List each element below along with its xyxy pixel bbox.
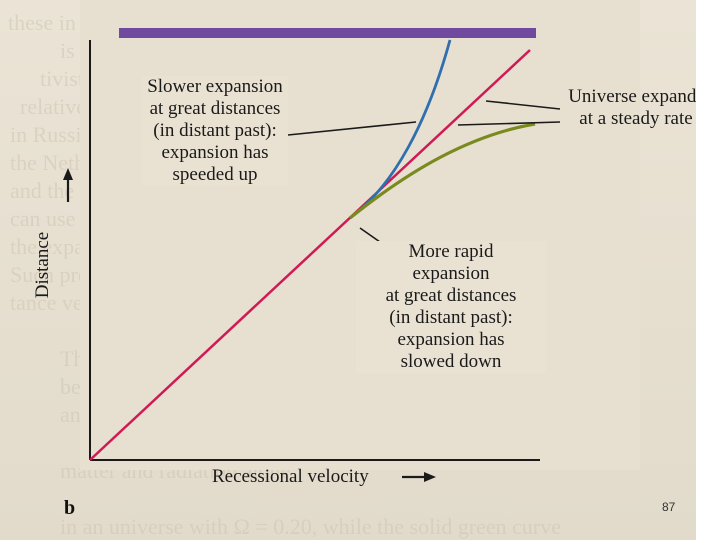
hubble-diagram — [63, 0, 640, 482]
svg-text:in an universe with Ω = 0.20,: in an universe with Ω = 0.20, while the … — [60, 514, 561, 539]
textbook-photo: these in Figure 28-18 on the next is to … — [0, 0, 696, 540]
leader-steady — [485, 100, 561, 110]
panel-label: b — [64, 497, 76, 519]
y-axis-label: Distance — [32, 231, 53, 299]
x-axis-label: Recessional velocity — [212, 466, 369, 487]
leader-slowed-bottom — [359, 227, 381, 243]
x-axis-arrowhead — [424, 472, 436, 482]
steady-expansion-line — [89, 49, 531, 461]
annotation-speeded-up: Slower expansion at great distances (in … — [142, 76, 288, 186]
top-color-bar — [119, 28, 536, 38]
y-axis-arrowhead — [63, 168, 73, 180]
annotation-steady-rate: Universe expands at a steady rate — [568, 86, 696, 129]
annotation-slowed-down: More rapid expansion at great distances … — [356, 241, 546, 373]
leader-slowed — [457, 121, 561, 126]
leader-speeded — [287, 121, 417, 136]
plot-background — [80, 0, 640, 470]
slowed-down-curve — [349, 122, 536, 220]
page-number: 87 — [662, 500, 676, 514]
